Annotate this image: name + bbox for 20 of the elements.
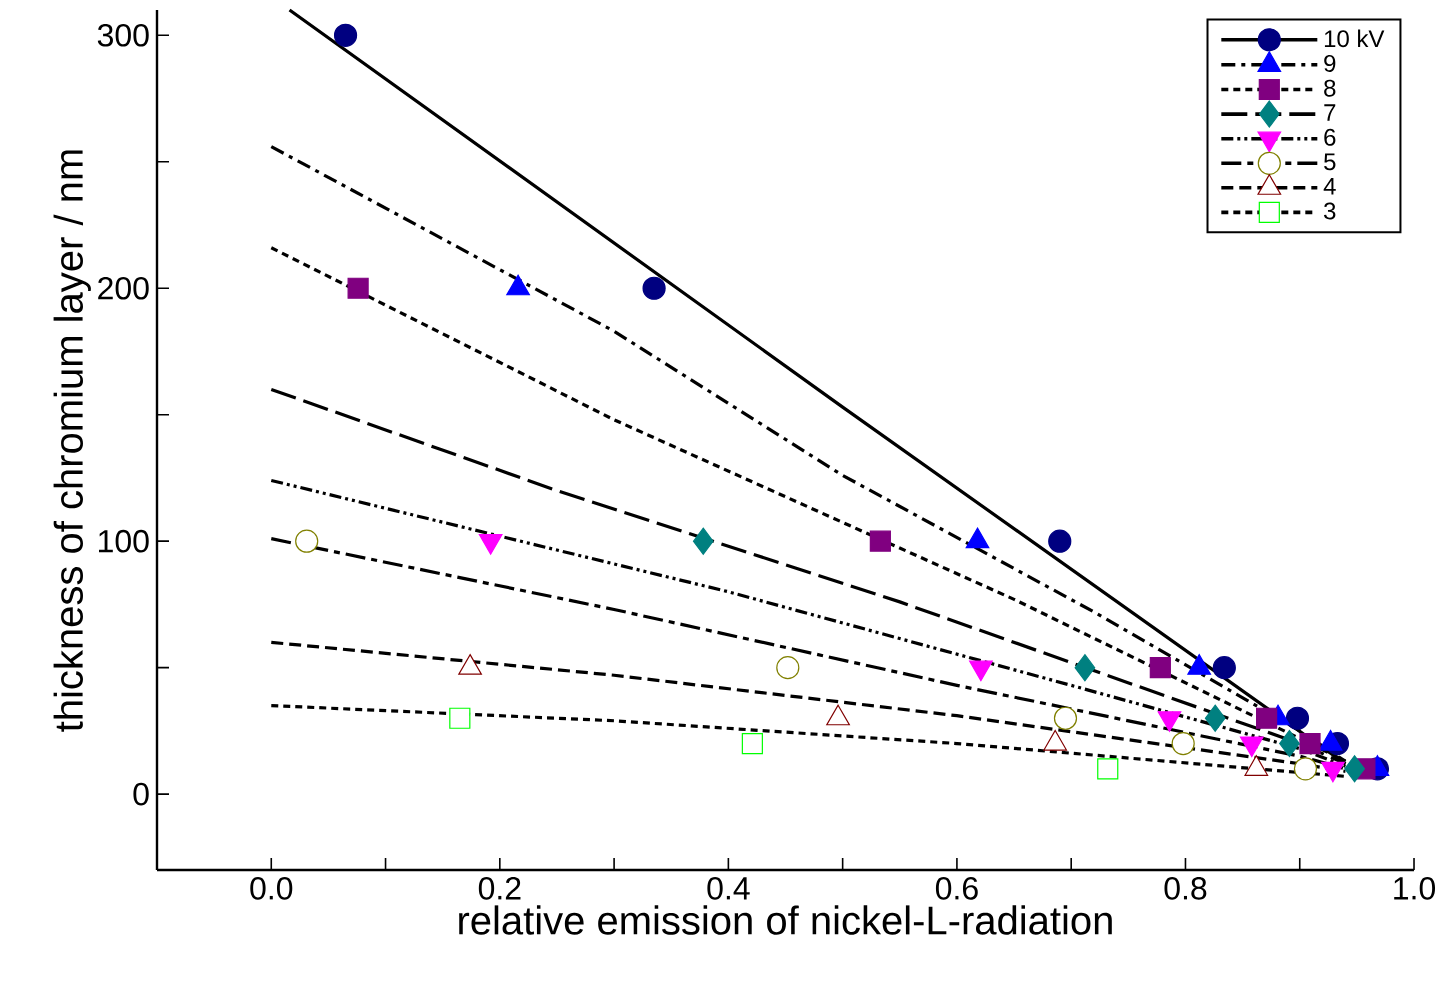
y-tick-label: 100 [99, 529, 149, 553]
legend-label: 6 [1324, 128, 1336, 146]
legend-label: 3 [1324, 202, 1336, 220]
legend-label: 5 [1324, 153, 1336, 171]
legend-label: 8 [1324, 79, 1336, 97]
x-tick-label: 0.2 [478, 877, 521, 900]
legend-label: 10 kV [1324, 29, 1385, 48]
legend-label: 4 [1323, 178, 1336, 195]
x-axis-title: relative emission of nickel-L-radiation [459, 905, 1112, 935]
x-tick-label: 1.0 [1394, 877, 1436, 900]
x-tick-label: 0.6 [935, 877, 978, 900]
y-tick-label: 300 [97, 23, 149, 47]
y-axis-title: thickness of chromium layer / nm [53, 150, 91, 732]
x-tick-label: 0.0 [250, 877, 293, 900]
legend-label: 9 [1324, 54, 1336, 72]
y-tick-label: 0 [133, 782, 149, 806]
legend-label: 7 [1324, 104, 1336, 121]
x-tick-label: 0.4 [707, 877, 750, 900]
y-tick-label: 200 [98, 276, 149, 300]
x-tick-label: 0.8 [1164, 877, 1207, 900]
